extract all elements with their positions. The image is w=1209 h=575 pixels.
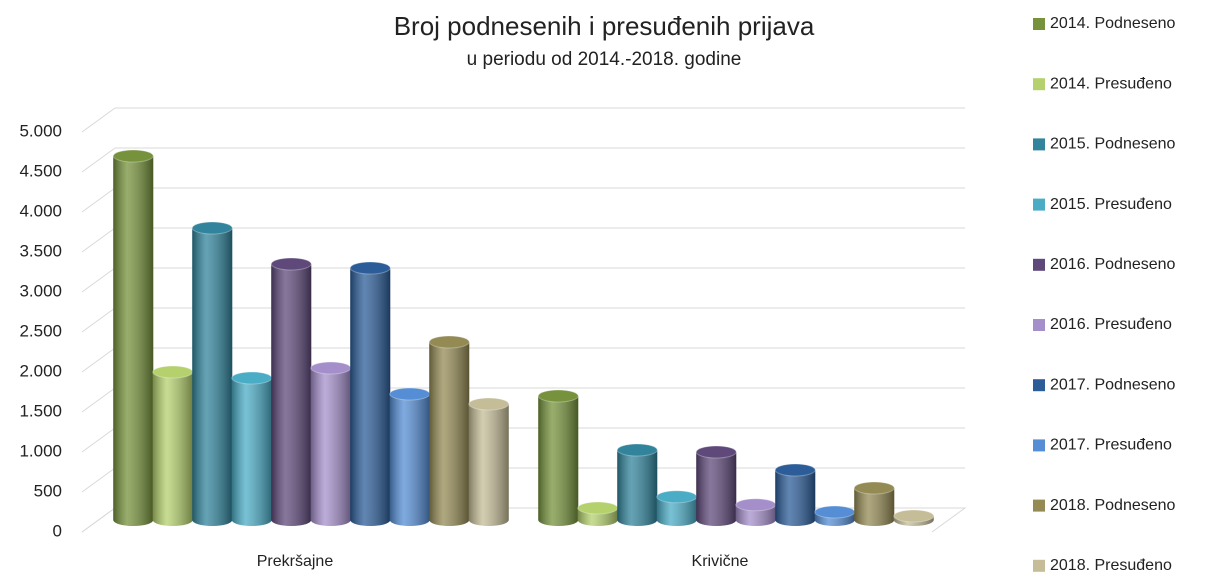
y-tick-label: 5.000 (19, 121, 62, 140)
legend-swatch (1033, 138, 1045, 151)
legend-swatch (1033, 559, 1045, 572)
y-tick-label: 1.500 (19, 401, 62, 420)
bar (774, 463, 816, 526)
legend-label: 2018. Podneseno (1050, 497, 1176, 514)
bar (735, 498, 777, 526)
y-tick-label: 3.500 (19, 241, 62, 260)
legend-swatch (1033, 258, 1045, 271)
legend-swatch (1033, 319, 1045, 331)
y-tick-label: 2.000 (19, 361, 62, 380)
y-tick-label: 1.000 (19, 441, 62, 460)
legend-label: 2014. Presuđeno (1050, 75, 1172, 92)
bar (349, 261, 391, 526)
legend-swatch (1033, 78, 1045, 91)
bar (231, 371, 273, 526)
legend-label: 2017. Presuđeno (1050, 437, 1172, 454)
legend-label: 2014. Podneseno (1050, 15, 1176, 32)
legend-label: 2018. Presuđeno (1050, 557, 1172, 574)
bar (191, 221, 233, 526)
legend-swatch (1033, 18, 1045, 30)
grid-line (81, 107, 116, 133)
legend-label: 2016. Presuđeno (1050, 316, 1172, 333)
y-tick-label: 4.000 (19, 201, 62, 220)
bar (853, 481, 895, 526)
chart-title: Broj podnesenih i presuđenih prijava (394, 11, 815, 41)
y-tick-label: 500 (34, 481, 62, 500)
legend-label: 2016. Podneseno (1050, 256, 1176, 273)
x-tick-label: Krivične (692, 553, 749, 570)
bar (112, 149, 154, 526)
bar (577, 501, 619, 526)
bar (893, 509, 935, 526)
bar (537, 389, 579, 526)
bar (270, 257, 312, 526)
grid-line (81, 427, 116, 453)
bar (310, 361, 352, 526)
chart-subtitle: u periodu od 2014.-2018. godine (467, 49, 742, 70)
grid-line (81, 307, 116, 333)
grid-line (81, 387, 116, 413)
legend-label: 2017. Podneseno (1050, 376, 1176, 393)
legend-swatch (1033, 499, 1045, 512)
bar (695, 445, 737, 526)
grid-line (81, 347, 116, 373)
y-tick-label: 0 (53, 521, 62, 540)
y-tick-label: 4.500 (19, 161, 62, 180)
legend-label: 2015. Presuđeno (1050, 196, 1172, 213)
grid-line (81, 267, 116, 293)
bar (152, 365, 194, 526)
y-tick-label: 2.500 (19, 321, 62, 340)
bar (389, 387, 431, 526)
grid-line (81, 147, 116, 173)
legend-swatch (1033, 198, 1045, 211)
y-tick-label: 3.000 (19, 281, 62, 300)
bar (616, 443, 658, 526)
legend-swatch (1033, 439, 1045, 452)
grid-line (81, 227, 116, 253)
grid-line (81, 187, 116, 213)
bar (468, 397, 510, 526)
x-tick-label: Prekršajne (257, 553, 334, 570)
bar (814, 505, 856, 526)
bar (656, 490, 698, 526)
grid-line (81, 467, 116, 493)
legend-label: 2015. Podneseno (1050, 136, 1176, 153)
legend-swatch (1033, 379, 1045, 392)
bar (428, 335, 470, 526)
